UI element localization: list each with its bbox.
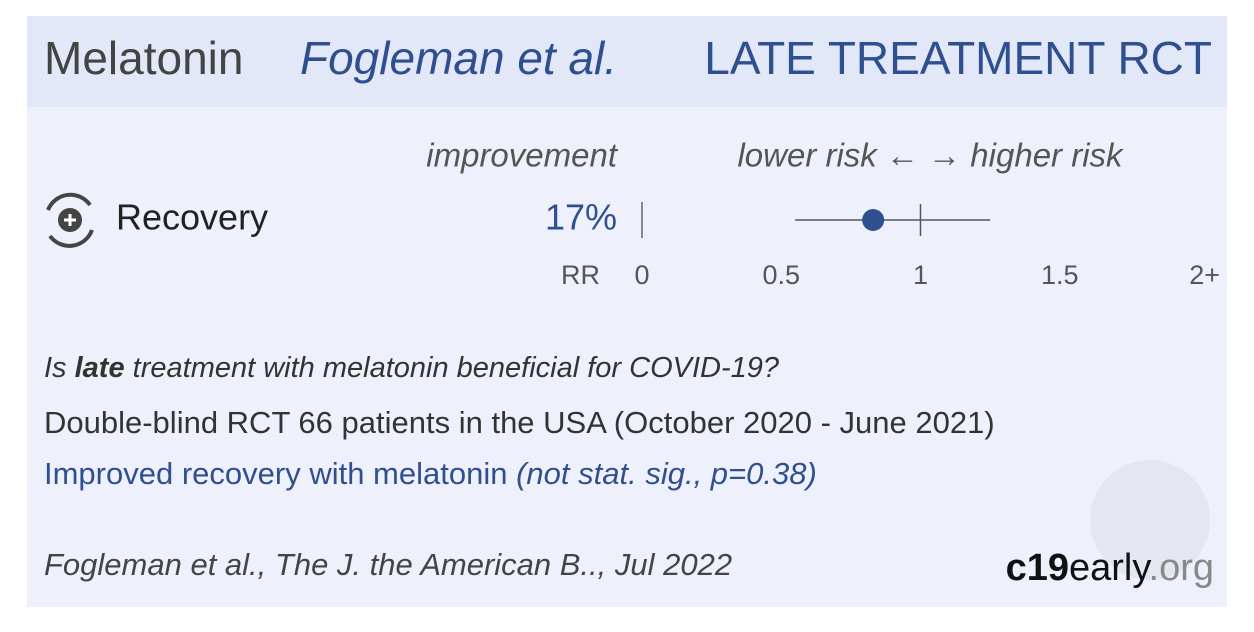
improvement-label: 17% [545,197,617,238]
question-before: Is [44,352,67,384]
recovery-icon [46,192,94,248]
x-tick-label: 1 [913,260,928,290]
x-tick-label: 0.5 [762,260,800,290]
x-tick-label: 1.5 [1041,260,1079,290]
x-axis-label: RR [561,260,600,290]
study: Fogleman et al. [300,32,617,84]
result-note: (not stat. sig., p=0.38) [516,456,817,491]
card-background [27,16,1227,607]
x-tick-label: 2+ [1189,260,1220,290]
citation: Fogleman et al., The J. the American B..… [44,547,732,582]
brand-tld: .org [1149,547,1214,589]
question: Is late treatment with melatonin benefic… [44,352,780,384]
question-after: treatment with melatonin beneficial for … [133,352,780,384]
brand-name: c19 [1006,547,1069,589]
result: Improved recovery with melatonin (not st… [44,456,817,491]
brand-middle: early [1069,547,1151,589]
stage: LATE TREATMENT RCT [704,32,1212,84]
point-estimate [862,209,885,231]
column-label: improvement [426,137,619,174]
drug: Melatonin [44,32,243,84]
virus-watermark [1090,460,1210,580]
result-text: Improved recovery with melatonin [44,456,507,491]
x-tick-label: 0 [634,260,649,290]
brand: c19early.org [1006,547,1214,589]
header-band [27,16,1227,107]
category-label: Recovery [116,197,268,238]
direction-label: lower risk ← → higher risk [737,137,1124,174]
question-emphasis: late [75,352,125,384]
design: Double-blind RCT 66 patients in the USA … [44,405,995,440]
